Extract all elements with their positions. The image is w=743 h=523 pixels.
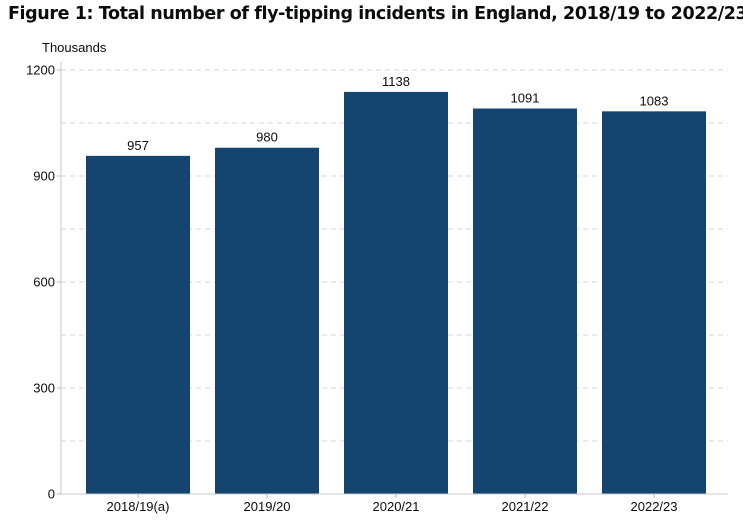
x-tick-label: 2018/19(a)	[107, 499, 170, 514]
y-tick-label: 600	[33, 275, 55, 290]
y-tick-label: 300	[33, 381, 55, 396]
x-tick-label: 2019/20	[244, 499, 291, 514]
data-label: 1138	[382, 74, 410, 89]
bar	[86, 155, 190, 495]
data-label: 1091	[511, 91, 540, 106]
bar	[215, 147, 319, 494]
bar	[473, 108, 577, 494]
data-label: 1083	[640, 93, 669, 108]
y-tick-label: 900	[33, 169, 55, 184]
x-tick-label: 2020/21	[373, 499, 420, 514]
x-tick-label: 2022/23	[631, 499, 678, 514]
y-tick-label: 0	[48, 487, 55, 502]
bar	[344, 91, 448, 494]
chart-title: Figure 1: Total number of fly-tipping in…	[8, 4, 743, 24]
x-tick-label: 2021/22	[502, 499, 549, 514]
bar	[602, 111, 706, 494]
y-axis-label: Thousands	[42, 40, 107, 55]
y-tick-label: 1200	[26, 63, 55, 78]
data-label: 980	[256, 130, 278, 145]
data-label: 957	[127, 138, 149, 153]
